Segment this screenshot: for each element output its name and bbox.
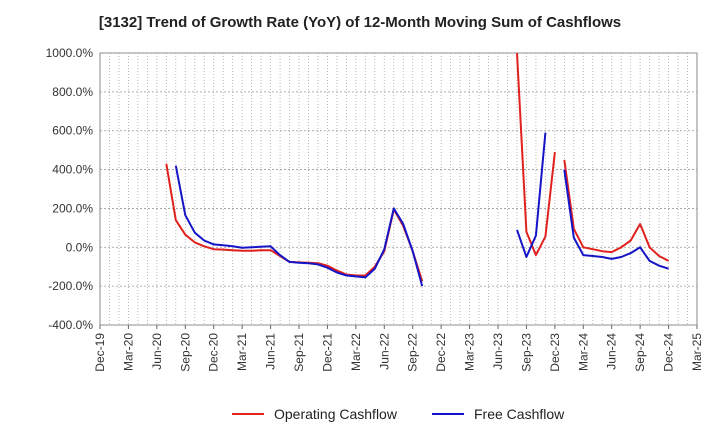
- series-line-free-cashflow: [516, 132, 547, 258]
- x-tick-label: Sep-23: [519, 333, 533, 372]
- series-line-operating-cashflow: [563, 159, 670, 262]
- x-tick-label: Mar-21: [235, 333, 249, 371]
- y-tick-label: 400.0%: [52, 163, 93, 177]
- grid-lines: [99, 52, 698, 326]
- x-tick-label: Dec-21: [320, 333, 334, 372]
- x-tick-label: Mar-24: [576, 333, 590, 371]
- x-tick-label: Jun-21: [264, 333, 278, 370]
- y-tick-label: -400.0%: [48, 318, 93, 332]
- x-tick-label: Dec-20: [207, 333, 221, 372]
- axes: -400.0% -200.0% 0.0% 200.0% 400.0% 600.0% 800.…: [46, 46, 704, 372]
- y-tick-label: -200.0%: [48, 279, 93, 293]
- series-line-operating-cashflow: [516, 52, 556, 257]
- y-tick-label: 1000.0%: [46, 46, 94, 60]
- series-lines: [165, 52, 670, 287]
- series-line-free-cashflow: [174, 165, 424, 287]
- x-tick-label: Jun-22: [377, 333, 391, 370]
- y-tick-label: 200.0%: [52, 201, 93, 215]
- x-tick-label: Jun-23: [491, 333, 505, 370]
- y-tick-label: 600.0%: [52, 124, 93, 138]
- chart-title: [3132] Trend of Growth Rate (YoY) of 12-…: [98, 14, 622, 31]
- legend: Operating Cashflow Free Cashflow: [232, 406, 565, 422]
- x-tick-label: Sep-22: [406, 333, 420, 372]
- legend-label: Free Cashflow: [474, 406, 565, 422]
- x-tick-label: Mar-23: [463, 333, 477, 371]
- x-tick-label: Jun-24: [605, 333, 619, 370]
- x-tick-label: Jun-20: [150, 333, 164, 370]
- x-tick-label: Sep-20: [178, 333, 192, 372]
- x-tick-label: Mar-22: [349, 333, 363, 371]
- x-tick-label: Dec-24: [662, 333, 676, 372]
- x-tick-label: Mar-20: [121, 333, 135, 371]
- x-tick-label: Dec-19: [93, 333, 107, 372]
- plot-area: [99, 52, 698, 326]
- y-tick-label: 0.0%: [66, 240, 94, 254]
- x-tick-label: Dec-22: [434, 333, 448, 372]
- y-tick-label: 800.0%: [52, 85, 93, 99]
- legend-label: Operating Cashflow: [274, 406, 398, 422]
- series-line-free-cashflow: [563, 169, 669, 270]
- x-tick-label: Sep-21: [292, 333, 306, 372]
- x-tick-label: Mar-25: [690, 333, 704, 371]
- x-tick-label: Dec-23: [548, 333, 562, 372]
- x-tick-label: Sep-24: [633, 333, 647, 372]
